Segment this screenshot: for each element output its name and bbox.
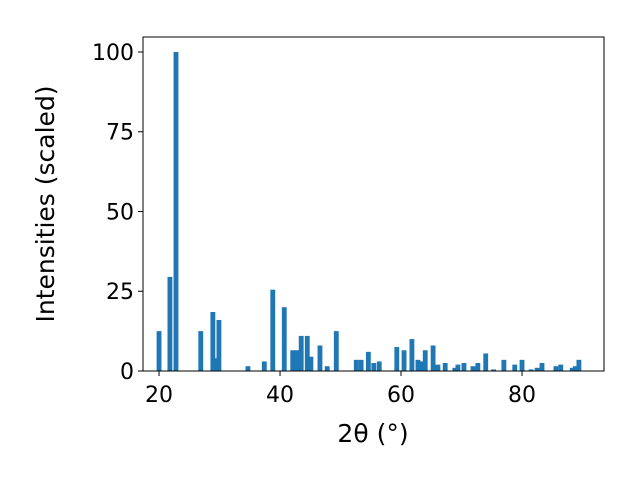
bar (270, 289, 276, 371)
bar (422, 350, 428, 371)
bar (430, 345, 436, 371)
y-tick-label: 100 (92, 41, 134, 66)
x-tick-label: 20 (145, 383, 173, 408)
x-tick-label: 60 (387, 383, 415, 408)
bar (294, 350, 300, 371)
bar (358, 359, 364, 371)
bar (442, 363, 448, 371)
bar (173, 51, 179, 371)
bar (470, 366, 476, 371)
bar (569, 367, 575, 371)
bar (401, 350, 407, 371)
bar (418, 361, 424, 371)
bar (553, 366, 559, 371)
bar (371, 363, 377, 371)
bar (213, 358, 219, 371)
bar (216, 319, 222, 371)
bar (198, 331, 204, 371)
bar (519, 359, 525, 371)
bar (512, 364, 518, 371)
bar (324, 366, 330, 371)
y-axis-label: Intensities (scaled) (31, 85, 60, 322)
bar (298, 335, 304, 371)
y-tick-label: 75 (106, 121, 134, 146)
bar (415, 359, 421, 371)
bar (534, 367, 540, 371)
bar (528, 369, 534, 371)
bar (333, 331, 339, 371)
bar (455, 364, 461, 371)
bar (156, 331, 162, 371)
bar (281, 307, 287, 371)
plot-frame (142, 36, 605, 372)
bar (261, 361, 267, 371)
bar (461, 363, 467, 371)
y-tick-label: 25 (106, 280, 134, 305)
bar (167, 276, 173, 371)
y-tick-label: 50 (106, 200, 134, 225)
bar (245, 366, 251, 371)
bar (435, 364, 441, 371)
bar (210, 311, 216, 371)
bar (572, 366, 578, 371)
bar (308, 356, 314, 371)
x-tick-label: 40 (266, 383, 294, 408)
bar (491, 369, 497, 371)
bar (365, 351, 371, 371)
bar (475, 363, 481, 371)
bar (290, 350, 296, 371)
bar (409, 339, 415, 371)
bar (376, 361, 382, 371)
bar (483, 353, 489, 371)
y-tick-label: 0 (120, 360, 134, 385)
bar (317, 345, 323, 371)
bar (539, 363, 545, 371)
bar (394, 347, 400, 371)
bar (501, 359, 507, 371)
bar (452, 367, 458, 371)
x-axis-label: 2θ (°) (337, 419, 408, 448)
bar (353, 359, 359, 371)
bar (558, 364, 564, 371)
x-tick-label: 80 (508, 383, 536, 408)
bar (576, 359, 582, 371)
bar (304, 335, 310, 371)
